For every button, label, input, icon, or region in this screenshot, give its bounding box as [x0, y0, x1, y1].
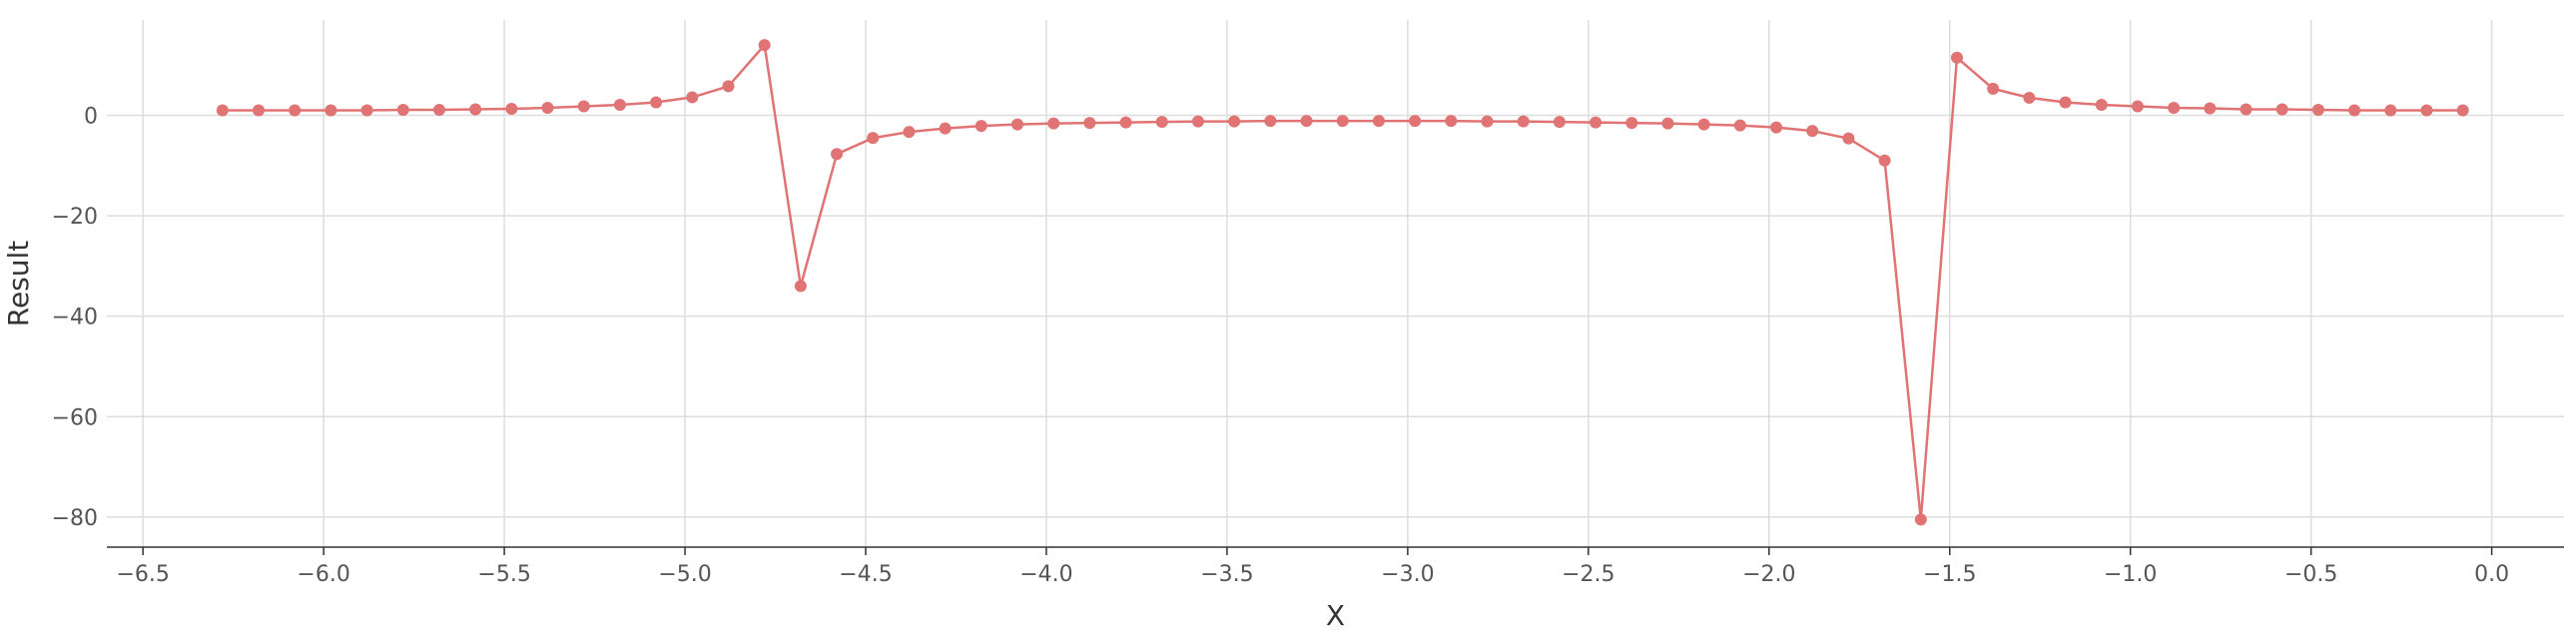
data-point: [469, 103, 482, 116]
data-point: [974, 120, 987, 133]
x-tick-label: −3.5: [1200, 562, 1253, 587]
grid-lines: [107, 20, 2564, 547]
data-point: [324, 104, 337, 117]
data-point: [253, 104, 266, 117]
data-point: [903, 126, 916, 139]
data-point: [2420, 104, 2433, 117]
data-point: [1987, 82, 2000, 95]
data-point: [1517, 115, 1530, 128]
data-point: [396, 104, 409, 117]
y-tick-label: −80: [52, 506, 98, 531]
data-point: [867, 132, 880, 145]
data-point: [432, 104, 445, 117]
x-tick-label: −3.0: [1381, 562, 1434, 587]
data-point: [2095, 98, 2108, 111]
data-point: [722, 80, 735, 93]
data-point: [1300, 115, 1313, 128]
data-point: [1264, 115, 1277, 128]
data-point: [2168, 102, 2181, 114]
data-point: [1155, 116, 1168, 129]
data-point: [289, 104, 302, 117]
x-tick-label: −0.5: [2284, 562, 2337, 587]
data-point: [1336, 115, 1349, 128]
data-point: [505, 103, 518, 116]
data-point: [2384, 104, 2397, 117]
data-point: [1697, 118, 1710, 131]
data-point: [1733, 119, 1746, 132]
data-point: [939, 122, 952, 135]
y-tick-label: −20: [52, 205, 98, 230]
data-point: [2023, 91, 2036, 104]
x-tick-label: −1.5: [1923, 562, 1976, 587]
x-tick-label: −6.5: [116, 562, 169, 587]
data-point: [1228, 115, 1241, 128]
data-point: [1119, 116, 1132, 129]
data-point: [360, 104, 373, 117]
x-tick-label: −1.0: [2104, 562, 2157, 587]
data-point: [1770, 121, 1783, 134]
data-point: [2131, 100, 2144, 113]
x-tick-label: −4.0: [1019, 562, 1072, 587]
data-point: [613, 98, 626, 111]
data-point: [1191, 115, 1204, 128]
x-tick-label: −6.0: [297, 562, 349, 587]
data-point: [541, 102, 554, 114]
data-point: [686, 91, 699, 104]
data-point: [1878, 154, 1891, 167]
data-point: [1481, 115, 1494, 128]
data-point: [650, 96, 663, 109]
y-tick-label: −40: [52, 306, 98, 330]
x-tick-label: −5.0: [658, 562, 711, 587]
data-point: [577, 100, 590, 113]
data-point: [1047, 117, 1060, 130]
data-point: [2240, 103, 2253, 116]
data-point: [1950, 51, 1963, 64]
data-point: [2275, 103, 2288, 116]
data-point: [2059, 96, 2072, 109]
x-tick-label: −5.5: [477, 562, 530, 587]
x-axis-title: X: [1326, 599, 1345, 632]
x-tick-label: −4.5: [839, 562, 892, 587]
data-point: [1842, 132, 1855, 145]
y-tick-label: 0: [84, 105, 98, 130]
data-point: [2348, 104, 2361, 117]
data-point: [1590, 116, 1603, 129]
x-axis-ticks: −6.5 −6.0 −5.5 −5.0 −4.5 −4.0 −3.5 −3.0 −2.5 −2.0…: [116, 547, 2509, 587]
data-point: [1409, 115, 1422, 128]
y-tick-label: −60: [52, 405, 98, 430]
data-point: [758, 39, 771, 52]
data-point: [1445, 115, 1458, 128]
data-point: [1625, 117, 1638, 130]
data-point: [1372, 115, 1385, 128]
y-axis-title: Result: [2, 241, 35, 327]
data-point: [1661, 117, 1674, 130]
x-tick-label: −2.5: [1562, 562, 1614, 587]
data-point: [2204, 102, 2217, 115]
data-points: [216, 39, 2469, 526]
data-point: [831, 148, 844, 161]
data-point: [2311, 104, 2324, 117]
x-tick-label: −2.0: [1742, 562, 1795, 587]
x-tick-label: 0.0: [2474, 562, 2509, 587]
data-point: [1553, 116, 1566, 129]
data-point: [216, 104, 229, 117]
data-point: [1083, 117, 1096, 130]
y-axis-ticks: 0 −20 −40 −60 −80: [52, 105, 98, 531]
data-point: [1914, 513, 1927, 526]
data-point: [794, 280, 807, 293]
data-point: [1011, 118, 1024, 131]
data-point: [1806, 125, 1819, 138]
data-point: [2456, 104, 2469, 117]
